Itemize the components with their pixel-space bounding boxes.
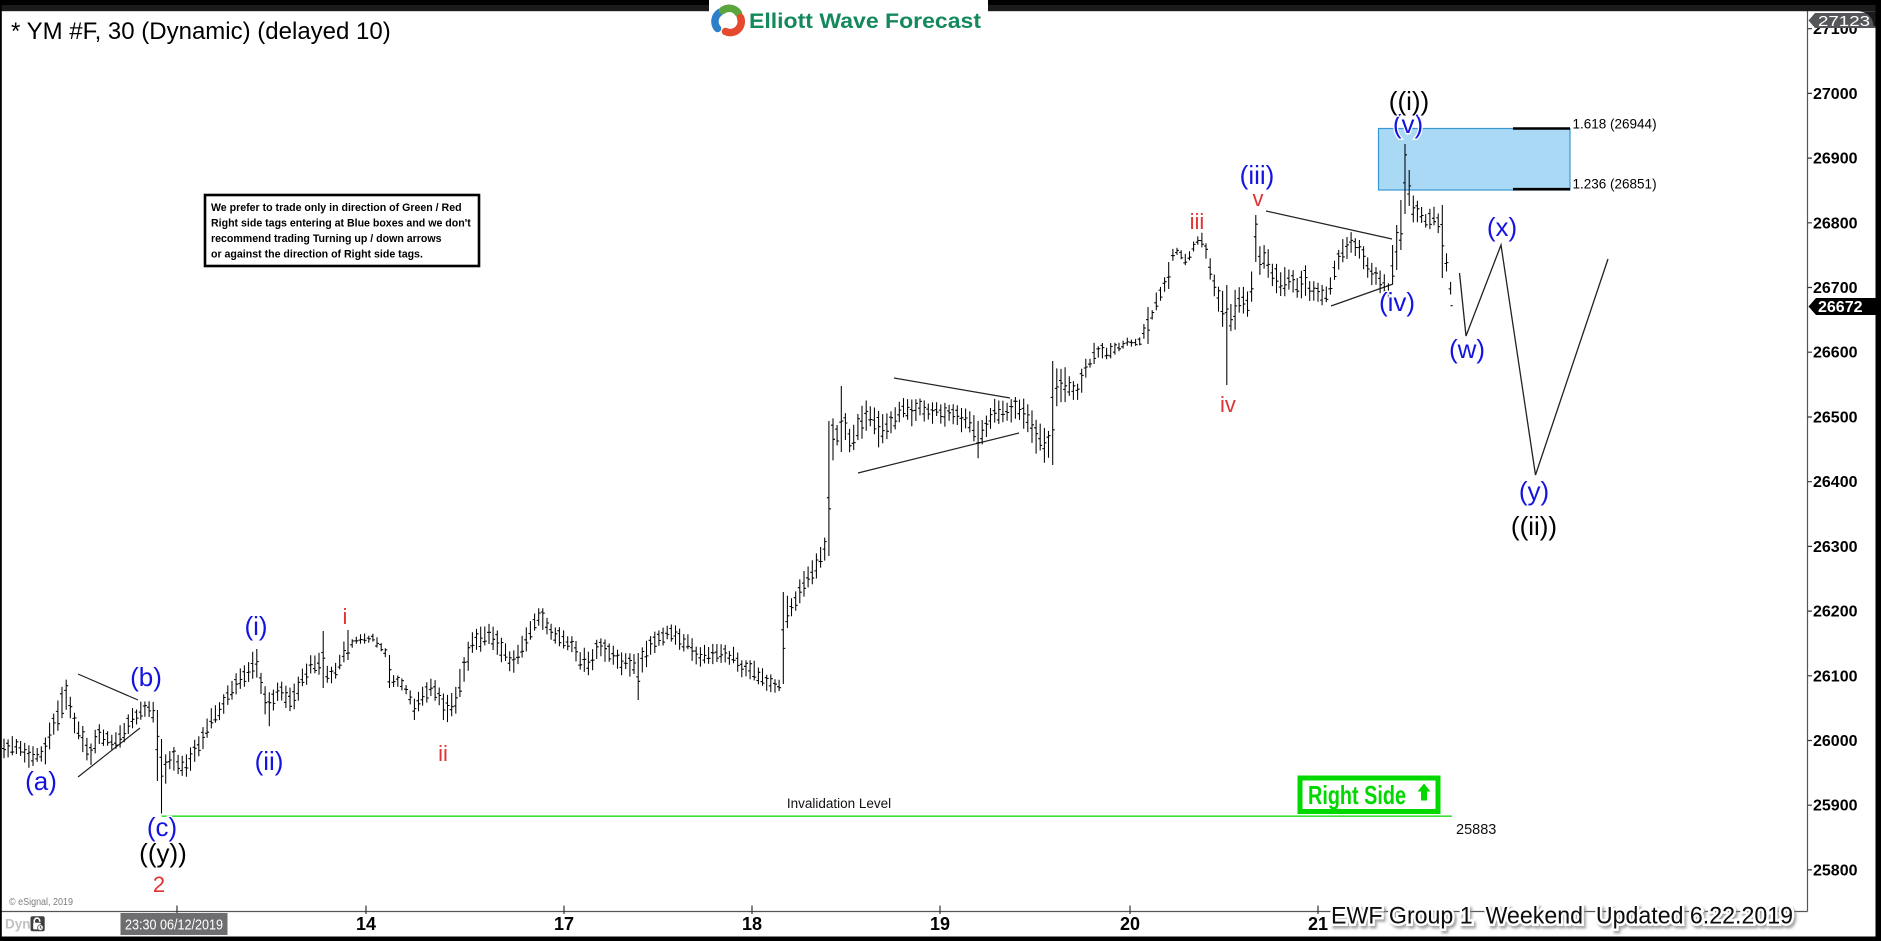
svg-text:20: 20: [1120, 914, 1140, 934]
svg-text:We prefer to trade only in dir: We prefer to trade only in direction of …: [211, 202, 462, 214]
svg-text:or against the direction of Ri: or against the direction of Right side t…: [211, 249, 423, 261]
svg-text:Dyn: Dyn: [5, 917, 31, 932]
svg-text:1.236 (26851): 1.236 (26851): [1573, 177, 1657, 192]
svg-text:(iii): (iii): [1240, 160, 1275, 190]
svg-text:iv: iv: [1220, 392, 1236, 417]
svg-text:Invalidation Level: Invalidation Level: [787, 796, 891, 811]
svg-text:iii: iii: [1190, 209, 1205, 234]
svg-text:2: 2: [153, 872, 165, 897]
svg-text:18: 18: [742, 914, 762, 934]
svg-text:EWF Group 1 Weekend Updated: EWF Group 1 Weekend Updated 6.22.2019: [1331, 903, 1793, 930]
svg-text:(c): (c): [147, 812, 177, 842]
svg-text:26200: 26200: [1813, 604, 1858, 621]
svg-text:Right Side: Right Side: [1308, 780, 1406, 810]
svg-text:26600: 26600: [1813, 345, 1858, 362]
svg-text:26300: 26300: [1813, 539, 1858, 556]
svg-text:21: 21: [1308, 914, 1328, 934]
svg-text:© eSignal, 2019: © eSignal, 2019: [9, 896, 73, 908]
svg-text:(b): (b): [130, 662, 162, 692]
svg-text:26700: 26700: [1813, 280, 1858, 297]
svg-text:1.618 (26944): 1.618 (26944): [1573, 117, 1657, 132]
svg-text:27123: 27123: [1818, 13, 1870, 30]
svg-text:* YM #F, 30 (Dynamic) (delayed: * YM #F, 30 (Dynamic) (delayed 10): [11, 18, 391, 45]
svg-text:26100: 26100: [1813, 668, 1858, 685]
svg-text:(iv): (iv): [1379, 287, 1415, 317]
svg-text:i: i: [343, 604, 348, 629]
svg-text:26000: 26000: [1813, 733, 1858, 750]
svg-text:25883: 25883: [1456, 822, 1496, 838]
svg-text:ii: ii: [438, 741, 448, 766]
svg-text:27000: 27000: [1813, 86, 1858, 103]
svg-text:(v): (v): [1393, 109, 1423, 139]
svg-text:25900: 25900: [1813, 798, 1858, 815]
svg-text:(x): (x): [1487, 212, 1517, 242]
svg-text:26500: 26500: [1813, 410, 1858, 427]
svg-text:26400: 26400: [1813, 474, 1858, 491]
svg-text:v: v: [1253, 186, 1264, 211]
svg-text:14: 14: [356, 914, 376, 934]
svg-text:((ii)): ((ii)): [1511, 511, 1557, 541]
svg-text:(i): (i): [244, 611, 267, 641]
svg-text:Right side tags entering at Bl: Right side tags entering at Blue boxes a…: [211, 218, 471, 230]
svg-text:(y): (y): [1519, 476, 1549, 506]
svg-text:26800: 26800: [1813, 215, 1858, 232]
svg-text:26672: 26672: [1818, 299, 1863, 316]
svg-text:Elliott Wave Forecast: Elliott Wave Forecast: [749, 10, 981, 33]
svg-text:(w): (w): [1449, 334, 1485, 364]
svg-text:23:30 06/12/2019: 23:30 06/12/2019: [125, 918, 223, 934]
svg-text:17: 17: [554, 914, 574, 934]
svg-text:26900: 26900: [1813, 151, 1858, 168]
svg-text:19: 19: [930, 914, 950, 934]
svg-text:25800: 25800: [1813, 862, 1858, 879]
svg-text:recommend trading Turning up /: recommend trading Turning up / down arro…: [211, 233, 442, 245]
svg-text:((y)): ((y)): [139, 838, 187, 868]
svg-text:(a): (a): [25, 766, 57, 796]
svg-text:(ii): (ii): [255, 746, 284, 776]
svg-text:((i)): ((i)): [1389, 86, 1429, 116]
